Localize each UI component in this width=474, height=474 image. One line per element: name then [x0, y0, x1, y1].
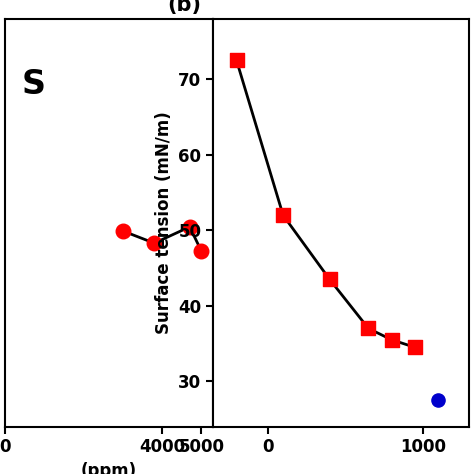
Point [279, 211, 287, 219]
Point [198, 247, 205, 255]
Point [233, 57, 240, 64]
Point [186, 223, 193, 231]
Point [435, 396, 442, 404]
Point [411, 344, 419, 351]
Y-axis label: Surface tension (mN/m): Surface tension (mN/m) [155, 111, 173, 334]
Point [150, 239, 158, 247]
Point [365, 325, 372, 332]
Point [326, 275, 333, 283]
X-axis label: (ppm): (ppm) [81, 462, 137, 474]
Point [388, 336, 395, 344]
Text: S: S [21, 68, 46, 101]
Text: (b): (b) [167, 0, 201, 15]
Point [119, 227, 127, 235]
